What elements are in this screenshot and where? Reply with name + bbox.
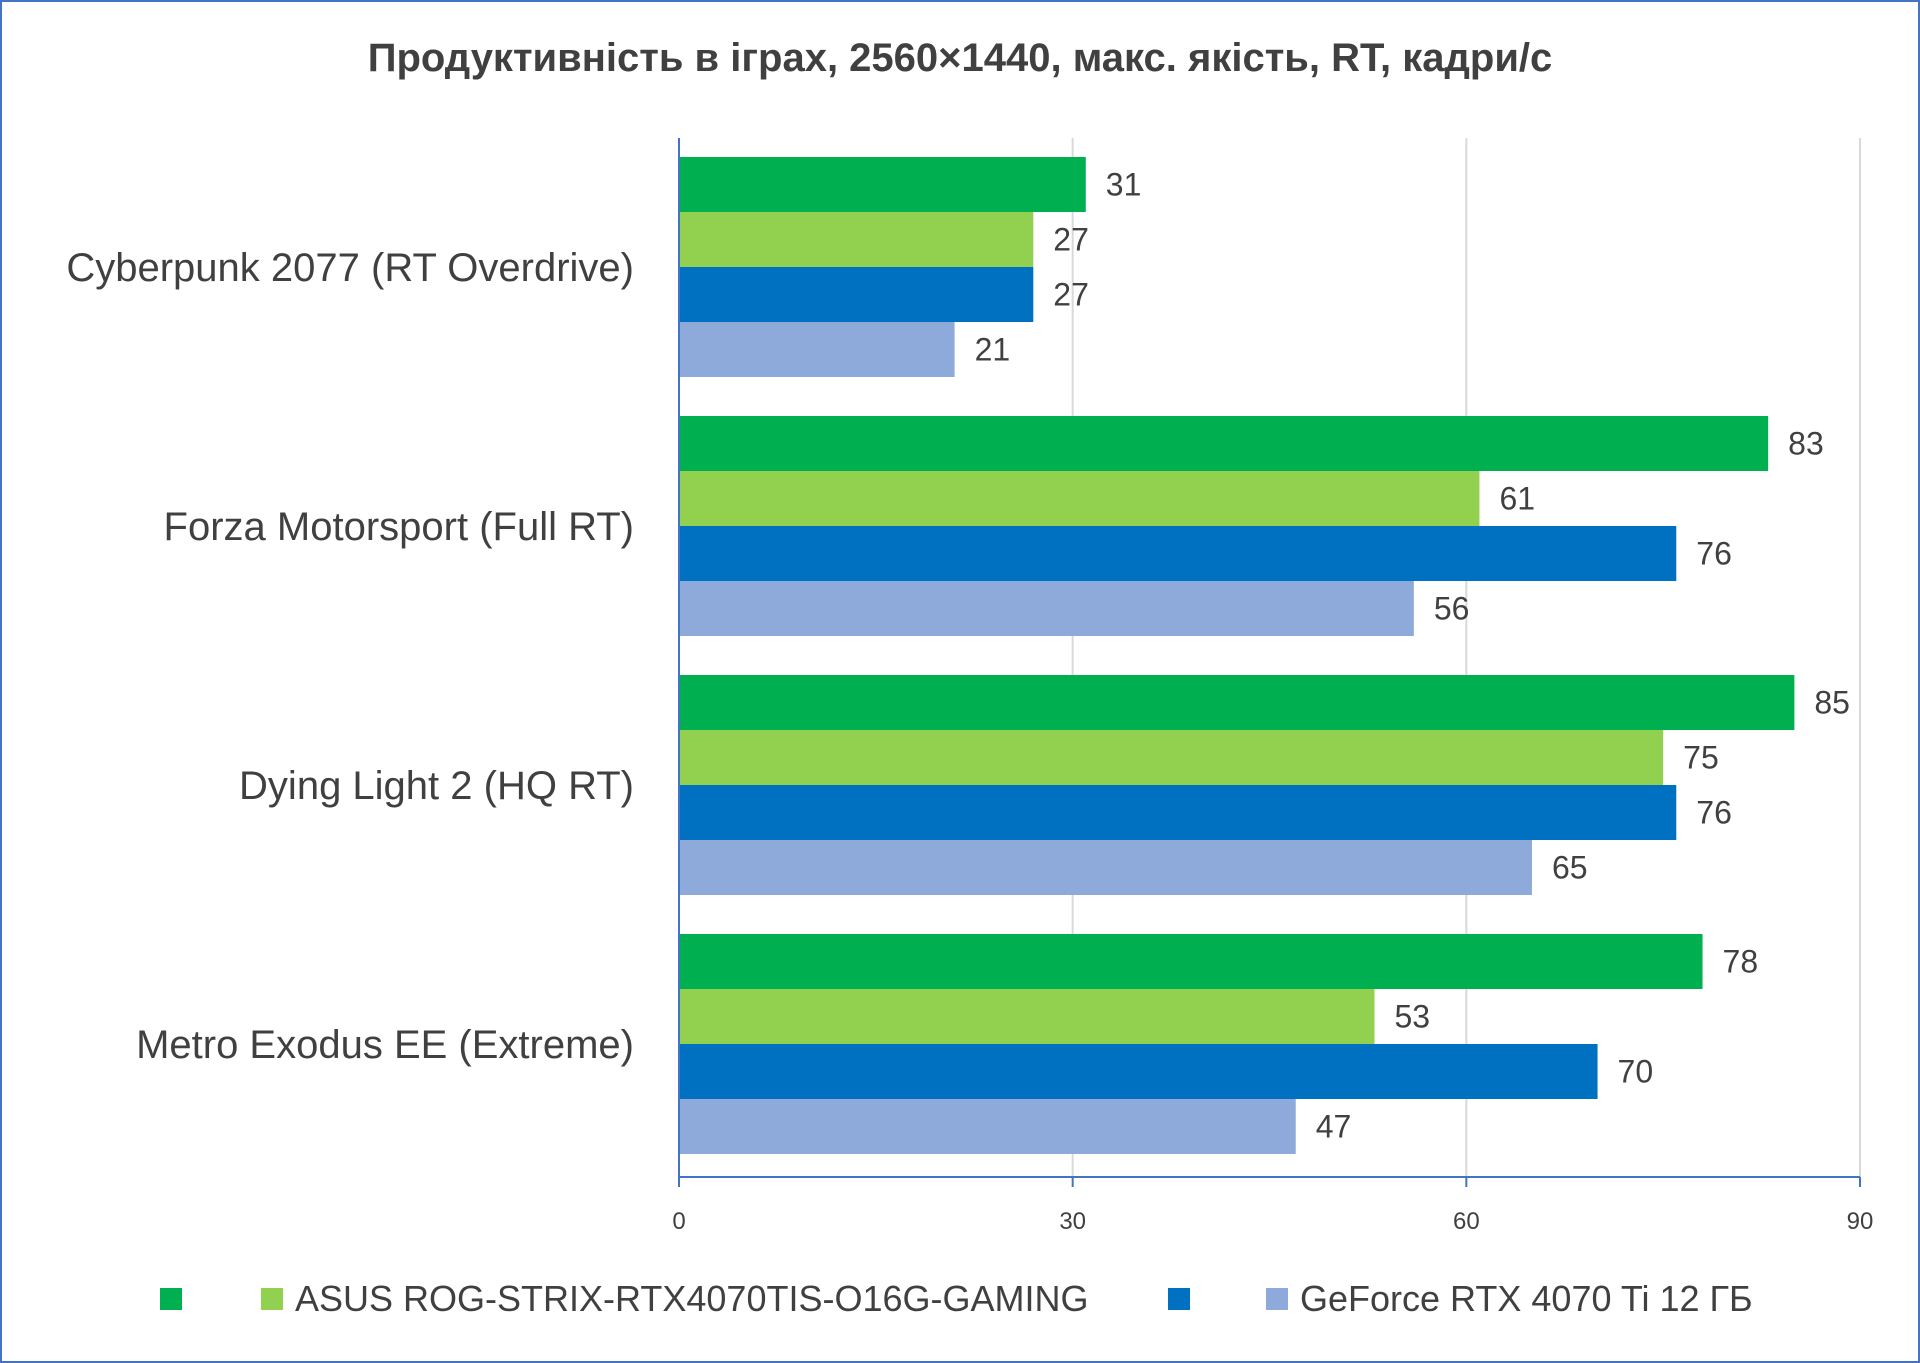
value-label-4-4: 47 (1316, 1109, 1352, 1145)
x-tick-label-0: 0 (672, 1208, 685, 1235)
category-label-4: Metro Exodus EE (Extreme) (136, 1023, 634, 1067)
value-label-2-1: 83 (1788, 426, 1824, 462)
bar-2-3 (679, 526, 1677, 581)
legend-swatch-4 (1266, 1288, 1288, 1310)
value-label-2-3: 76 (1696, 536, 1732, 572)
legend: ASUS ROG-STRIX-RTX4070TIS-O16G-GAMING Ge… (0, 1272, 1920, 1326)
x-tick-label-30: 30 (1059, 1208, 1086, 1235)
legend-item-4: GeForce RTX 4070 Ti 12 ГБ (1266, 1272, 1753, 1326)
x-tick-label-90: 90 (1847, 1208, 1874, 1235)
bar-3-1 (679, 675, 1795, 730)
bar-2-2 (679, 471, 1480, 526)
bar-1-4 (679, 322, 955, 377)
bar-4-1 (679, 934, 1703, 989)
value-label-1-2: 27 (1053, 222, 1089, 258)
bar-2-1 (679, 416, 1769, 471)
legend-swatch-3 (1168, 1288, 1190, 1310)
bar-1-3 (679, 267, 1034, 322)
legend-item-2: ASUS ROG-STRIX-RTX4070TIS-O16G-GAMING (261, 1272, 1089, 1326)
bar-4-4 (679, 1099, 1296, 1154)
x-tick-label-60: 60 (1453, 1208, 1480, 1235)
value-label-4-1: 78 (1723, 944, 1759, 980)
value-label-2-4: 56 (1434, 591, 1470, 627)
value-label-3-2: 75 (1683, 740, 1719, 776)
value-label-4-3: 70 (1618, 1054, 1654, 1090)
value-label-3-4: 65 (1552, 850, 1588, 886)
value-label-3-1: 85 (1814, 685, 1850, 721)
bar-4-2 (679, 989, 1375, 1044)
category-label-1: Cyberpunk 2077 (RT Overdrive) (66, 246, 634, 290)
value-label-1-1: 31 (1106, 167, 1142, 203)
legend-swatch-2 (261, 1288, 283, 1310)
bar-1-1 (679, 157, 1086, 212)
legend-label-2: ASUS ROG-STRIX-RTX4070TIS-O16G-GAMING (295, 1278, 1089, 1319)
value-label-4-2: 53 (1394, 999, 1430, 1035)
bar-3-4 (679, 840, 1532, 895)
value-label-1-4: 21 (975, 332, 1011, 368)
value-label-1-3: 27 (1053, 277, 1089, 313)
legend-item-1 (160, 1272, 194, 1326)
value-label-2-2: 61 (1499, 481, 1535, 517)
bar-1-2 (679, 212, 1034, 267)
value-label-3-3: 76 (1696, 795, 1732, 831)
bar-2-4 (679, 581, 1414, 636)
bar-4-3 (679, 1044, 1598, 1099)
bar-3-3 (679, 785, 1677, 840)
legend-label-4: GeForce RTX 4070 Ti 12 ГБ (1300, 1278, 1753, 1319)
legend-swatch-1 (160, 1288, 182, 1310)
chart-title: Продуктивність в іграх, 2560×1440, макс.… (367, 36, 1553, 80)
bar-3-2 (679, 730, 1664, 785)
category-label-3: Dying Light 2 (HQ RT) (239, 764, 634, 808)
category-label-2: Forza Motorsport (Full RT) (164, 505, 634, 549)
legend-item-3 (1168, 1272, 1202, 1326)
